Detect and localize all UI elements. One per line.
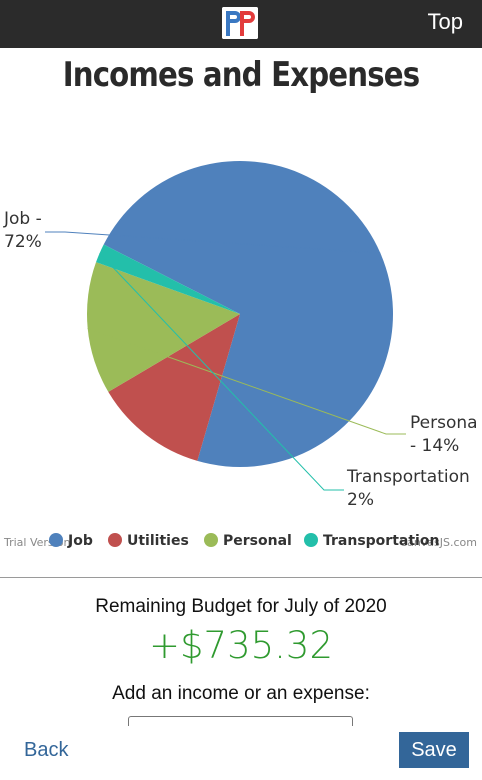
index-label-transportation: Transportation (346, 467, 470, 487)
remaining-budget-amount: +$735.32 (148, 624, 333, 667)
save-button[interactable]: Save (399, 732, 469, 768)
pie-slice-utilities[interactable] (108, 314, 240, 461)
logo-icon (222, 7, 258, 39)
divider (0, 577, 482, 578)
legend-marker-transportation[interactable] (304, 533, 318, 547)
pie-chart-svg: Job -72%Persona- 14%Transportation2%Tria… (3, 160, 478, 549)
app-logo[interactable] (222, 7, 258, 39)
index-label-job: Job - (3, 209, 42, 229)
pie-slice-transportation[interactable] (96, 244, 240, 314)
page-title: Incomes and Expenses (62, 55, 420, 95)
pie-chart: Job -72% Persona - 14% Transportation 2% Tria… (0, 100, 482, 560)
index-label-value-job: 72% (4, 232, 42, 252)
index-label-value-transportation: 2% (347, 490, 374, 510)
top-link[interactable]: Top (427, 9, 463, 34)
index-label-personal: Persona (410, 413, 478, 433)
top-bar: Top (0, 0, 482, 48)
legend-marker-utilities[interactable] (108, 533, 122, 547)
legend-marker-job[interactable] (49, 533, 63, 547)
label-connector-transportation (99, 252, 344, 491)
legend-label-utilities[interactable]: Utilities (127, 533, 189, 549)
legend-label-job[interactable]: Job (67, 533, 93, 549)
legend-label-personal[interactable]: Personal (223, 533, 292, 549)
label-connector-personal (87, 327, 406, 435)
pie-slice-personal[interactable] (87, 262, 240, 392)
back-link[interactable]: Back (24, 739, 69, 761)
legend-marker-personal[interactable] (204, 533, 218, 547)
index-label-value-personal: - 14% (410, 436, 459, 456)
add-entry-label: Add an income or an expense: (112, 683, 370, 704)
pie-slice-job[interactable] (103, 160, 393, 467)
legend-label-transportation[interactable]: Transportation (323, 533, 439, 549)
watermark-canvasjs: CanvasJS.com (399, 536, 477, 549)
remaining-budget-label: Remaining Budget for July of 2020 (95, 596, 387, 617)
label-connector-job (45, 231, 381, 254)
